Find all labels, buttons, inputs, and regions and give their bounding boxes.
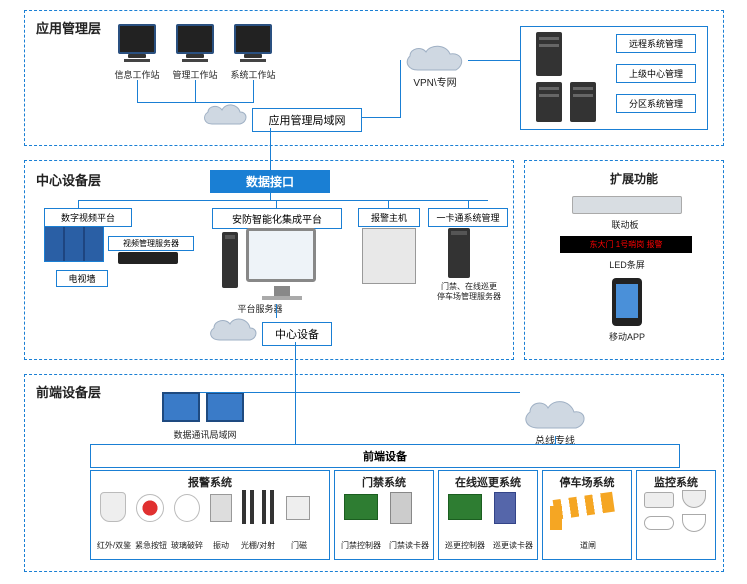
remote-label-2: 上级中心管理	[616, 64, 696, 83]
workstation-3-icon	[234, 24, 272, 54]
alarm-item-4: 光棚/对射	[236, 540, 280, 551]
remote-label-1: 远程系统管理	[616, 34, 696, 53]
alarm-host-icon	[362, 228, 416, 284]
cctv-cam1-icon	[644, 492, 674, 508]
center-cloud-icon	[206, 316, 260, 346]
cctv-cam3-icon	[644, 516, 674, 530]
workstation-1-icon	[118, 24, 156, 54]
alarm-system-title: 报警系统	[90, 474, 330, 490]
alarm-vibration-icon	[210, 494, 232, 522]
alarm-host-label: 报警主机	[358, 208, 420, 227]
alarm-item-3: 振动	[206, 540, 236, 551]
alarm-glass-icon	[174, 494, 200, 522]
remote-server-1-icon	[536, 32, 562, 76]
expand-title: 扩展功能	[610, 170, 658, 187]
patrol-reader-icon	[494, 492, 516, 524]
platform-server-tower-icon	[222, 232, 238, 288]
workstation-2-icon	[176, 24, 214, 54]
access-item-0: 门禁控制器	[336, 540, 386, 551]
onecard-label: 一卡通系统管理	[428, 208, 508, 227]
tv-wall-label: 电视墙	[56, 270, 108, 287]
tv-wall-icon	[44, 226, 104, 262]
platform-monitor-icon	[246, 228, 316, 282]
remote-server-3-icon	[570, 82, 596, 122]
cctv-system-title: 监控系统	[636, 474, 716, 490]
nvr-icon	[118, 252, 178, 264]
platform-server-label: 平台服务器	[230, 302, 290, 315]
access-item-1: 门禁读卡器	[384, 540, 434, 551]
alarm-item-1: 紧急按钮	[132, 540, 170, 551]
alarm-beam-icon	[242, 490, 274, 524]
mobile-app-label: 移动APP	[600, 330, 654, 343]
remote-label-3: 分区系统管理	[616, 94, 696, 113]
bus-cloud-icon: 总线专线	[520, 398, 590, 436]
patrol-ctrl-icon	[448, 494, 482, 520]
security-platform-label: 安防智能化集成平台	[212, 208, 342, 229]
center-cloud-label: 中心设备	[262, 322, 332, 346]
led-label: LED条屏	[602, 258, 652, 271]
alarm-item-0: 红外/双鉴	[94, 540, 134, 551]
patrol-item-0: 巡更控制器	[440, 540, 490, 551]
front-layer-title: 前端设备层	[36, 382, 101, 401]
access-reader-icon	[390, 492, 412, 524]
vpn-cloud-icon: VPN\专网	[400, 42, 470, 78]
alarm-door-icon	[286, 496, 310, 520]
video-server-label: 视频管理服务器	[108, 236, 194, 251]
alarm-panic-icon	[136, 494, 164, 522]
patrol-item-1: 巡更读卡器	[488, 540, 538, 551]
alarm-item-2: 玻璃破碎	[168, 540, 206, 551]
linkage-board-icon	[572, 196, 682, 214]
access-system-title: 门禁系统	[334, 474, 434, 490]
center-layer-title: 中心设备层	[36, 170, 101, 189]
front-ws-2-icon	[206, 392, 244, 422]
video-platform-label: 数字视频平台	[44, 208, 132, 227]
data-interface-bar: 数据接口	[210, 170, 330, 193]
front-ws-1-icon	[162, 392, 200, 422]
remote-server-2-icon	[536, 82, 562, 122]
vpn-cloud-label: VPN\专网	[400, 74, 470, 89]
front-data-lan-label: 数据通讯局域网	[160, 428, 250, 441]
app-lan-cloud-icon	[200, 102, 250, 130]
access-ctrl-icon	[344, 494, 378, 520]
led-display: 东大门 1号哨岗 报警	[560, 236, 692, 253]
app-layer-title: 应用管理层	[36, 18, 101, 37]
linkage-board-label: 联动板	[600, 218, 650, 231]
parking-system-title: 停车场系统	[542, 474, 632, 490]
onecard-server-icon	[448, 228, 470, 278]
onecard-sub-label: 门禁、在线巡更停车场管理服务器	[426, 282, 512, 301]
front-devices-title: 前端设备	[90, 444, 680, 468]
patrol-system-title: 在线巡更系统	[438, 474, 538, 490]
app-lan-label: 应用管理局域网	[252, 108, 362, 132]
parking-item-0: 道闸	[570, 540, 606, 551]
alarm-item-5: 门磁	[284, 540, 314, 551]
alarm-pir-icon	[100, 492, 126, 522]
